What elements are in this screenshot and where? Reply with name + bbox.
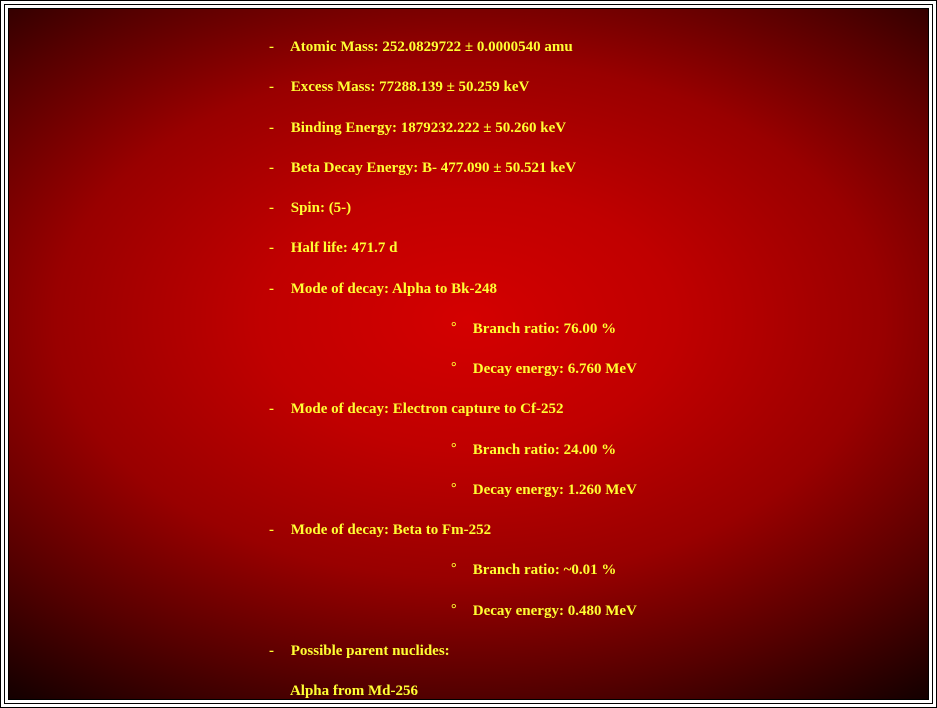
line-decay3-branch: ° Branch ratio: ~0.01 % (269, 560, 908, 580)
bullet-dash-icon: - (269, 238, 287, 258)
bullet-circle-icon: ° (451, 560, 469, 579)
bullet-circle-icon: ° (451, 480, 469, 499)
line-half-life: - Half life: 471.7 d (269, 238, 908, 258)
text-decay3-energy: Decay energy: 0.480 MeV (473, 603, 637, 619)
mid-frame: - Atomic Mass: 252.0829722 ± 0.0000540 a… (4, 4, 933, 704)
bullet-dash-icon: - (269, 641, 287, 661)
text-decay3-title: Mode of decay: Beta to Fm-252 (291, 522, 491, 538)
bullet-circle-icon: ° (451, 319, 469, 338)
bullet-dash-icon: - (269, 118, 287, 138)
bullet-dash-icon: - (269, 198, 287, 218)
text-parents-title: Possible parent nuclides: (291, 643, 450, 659)
text-binding-energy: Binding Energy: 1879232.222 ± 50.260 keV (291, 120, 566, 136)
bullet-circle-icon: ° (451, 440, 469, 459)
line-spin: - Spin: (5-) (269, 198, 908, 218)
text-parent1: Alpha from Md-256 (290, 683, 418, 699)
bullet-spacer (269, 681, 287, 701)
line-decay1-branch: ° Branch ratio: 76.00 % (269, 319, 908, 339)
line-decay2-title: - Mode of decay: Electron capture to Cf-… (269, 399, 908, 419)
bullet-dash-icon: - (269, 158, 287, 178)
text-spin: Spin: (5-) (291, 200, 351, 216)
text-decay1-energy: Decay energy: 6.760 MeV (473, 361, 637, 377)
text-decay2-energy: Decay energy: 1.260 MeV (473, 482, 637, 498)
bullet-dash-icon: - (269, 520, 287, 540)
line-decay1-title: - Mode of decay: Alpha to Bk-248 (269, 279, 908, 299)
text-decay2-branch: Branch ratio: 24.00 % (473, 442, 616, 458)
line-binding-energy: - Binding Energy: 1879232.222 ± 50.260 k… (269, 118, 908, 138)
text-decay3-branch: Branch ratio: ~0.01 % (473, 562, 617, 578)
content-panel: - Atomic Mass: 252.0829722 ± 0.0000540 a… (8, 8, 929, 700)
line-decay2-energy: ° Decay energy: 1.260 MeV (269, 480, 908, 500)
text-beta-decay-energy: Beta Decay Energy: B- 477.090 ± 50.521 k… (291, 160, 576, 176)
line-excess-mass: - Excess Mass: 77288.139 ± 50.259 keV (269, 77, 908, 97)
line-atomic-mass: - Atomic Mass: 252.0829722 ± 0.0000540 a… (269, 37, 908, 57)
bullet-circle-icon: ° (451, 601, 469, 620)
line-decay3-energy: ° Decay energy: 0.480 MeV (269, 601, 908, 621)
line-decay3-title: - Mode of decay: Beta to Fm-252 (269, 520, 908, 540)
line-parents-title: - Possible parent nuclides: (269, 641, 908, 661)
line-decay2-branch: ° Branch ratio: 24.00 % (269, 440, 908, 460)
line-decay1-energy: ° Decay energy: 6.760 MeV (269, 359, 908, 379)
bullet-circle-icon: ° (451, 359, 469, 378)
outer-frame: - Atomic Mass: 252.0829722 ± 0.0000540 a… (0, 0, 937, 708)
text-decay1-branch: Branch ratio: 76.00 % (473, 321, 616, 337)
text-atomic-mass: Atomic Mass: 252.0829722 ± 0.0000540 amu (290, 39, 573, 55)
bullet-dash-icon: - (269, 399, 287, 419)
bullet-dash-icon: - (269, 279, 287, 299)
line-beta-decay-energy: - Beta Decay Energy: B- 477.090 ± 50.521… (269, 158, 908, 178)
text-half-life: Half life: 471.7 d (291, 240, 398, 256)
text-decay2-title: Mode of decay: Electron capture to Cf-25… (291, 401, 564, 417)
text-excess-mass: Excess Mass: 77288.139 ± 50.259 keV (291, 79, 530, 95)
text-decay1-title: Mode of decay: Alpha to Bk-248 (291, 281, 497, 297)
line-parent1: Alpha from Md-256 (269, 681, 908, 701)
bullet-dash-icon: - (269, 77, 287, 97)
bullet-dash-icon: - (269, 37, 287, 57)
